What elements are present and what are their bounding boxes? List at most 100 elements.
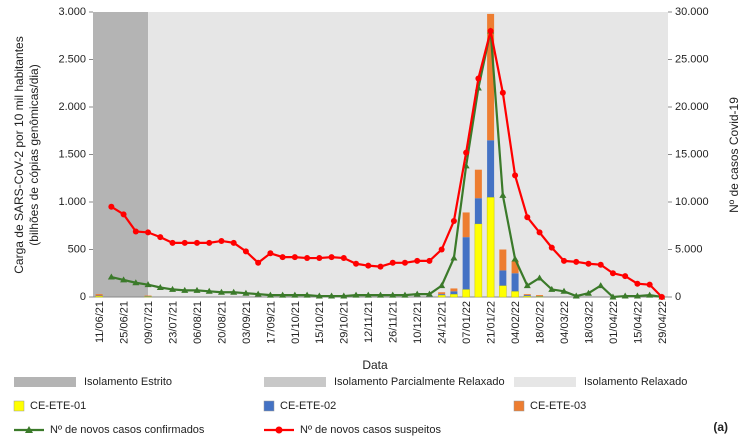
- bar: [523, 294, 531, 296]
- marker: [401, 259, 408, 266]
- marker: [548, 285, 556, 292]
- marker: [524, 214, 531, 221]
- bar: [450, 293, 458, 298]
- marker: [573, 258, 580, 265]
- legend-label: CE-ETE-02: [280, 400, 336, 412]
- marker: [181, 286, 189, 293]
- marker: [658, 294, 665, 300]
- marker: [303, 291, 311, 298]
- marker: [353, 260, 360, 267]
- marker: [107, 273, 115, 280]
- marker: [450, 254, 458, 261]
- marker: [413, 290, 421, 297]
- marker: [499, 191, 507, 198]
- marker: [365, 262, 372, 269]
- x-tick-label: 01/04/22: [608, 301, 620, 344]
- x-tick-label: 04/02/22: [510, 301, 522, 344]
- marker: [242, 289, 250, 296]
- bar: [462, 289, 470, 298]
- marker: [597, 282, 605, 289]
- marker: [621, 292, 629, 299]
- marker: [585, 260, 592, 267]
- marker: [144, 281, 152, 288]
- x-tick-label: 15/10/21: [314, 301, 326, 344]
- legend-label: Nº de novos casos confirmados: [50, 424, 205, 436]
- x-tick-label: 29/10/21: [339, 301, 351, 344]
- marker: [646, 291, 654, 298]
- bar: [536, 295, 544, 297]
- marker: [560, 287, 568, 294]
- bar: [437, 294, 446, 298]
- marker: [401, 291, 409, 298]
- line: [110, 30, 663, 298]
- marker: [328, 292, 336, 299]
- line: [111, 30, 663, 299]
- marker: [205, 287, 213, 294]
- marker: [254, 290, 262, 297]
- bar: [438, 292, 446, 295]
- bar: [511, 260, 519, 274]
- bar: [95, 294, 103, 296]
- x-tick-label: 11/06/21: [94, 301, 106, 343]
- marker: [634, 280, 641, 287]
- marker: [132, 228, 139, 235]
- marker: [609, 293, 617, 300]
- x-tick-label: 17/09/21: [265, 301, 277, 344]
- bar: [486, 197, 495, 298]
- marker: [108, 203, 115, 210]
- marker: [377, 291, 384, 298]
- y2-tick-label: 10.000: [675, 196, 709, 208]
- region: [93, 12, 149, 297]
- y-axis-title: Carga de SARS-CoV-2 por 10 mil habitante…: [12, 36, 26, 273]
- marker: [609, 270, 616, 277]
- marker: [523, 282, 531, 289]
- marker: [536, 274, 544, 281]
- x-tick-label: 01/10/21: [290, 301, 302, 344]
- y-tick-label: 500: [68, 243, 86, 255]
- marker: [487, 28, 494, 34]
- bar: [474, 198, 482, 224]
- marker: [463, 149, 470, 156]
- marker: [548, 244, 555, 251]
- marker: [499, 89, 506, 96]
- marker: [181, 239, 188, 246]
- marker: [217, 288, 225, 295]
- marker: [193, 239, 200, 246]
- marker: [633, 292, 641, 299]
- bar: [450, 291, 458, 295]
- marker: [230, 239, 237, 246]
- bar: [499, 249, 507, 271]
- marker: [291, 291, 299, 298]
- y2-tick-label: 15.000: [675, 148, 709, 160]
- bar: [523, 295, 532, 298]
- bar: [499, 270, 507, 286]
- legend-marker: [275, 426, 283, 434]
- x-tick-label: 03/09/21: [241, 301, 253, 344]
- bar: [499, 285, 507, 298]
- marker: [475, 75, 482, 82]
- legend-label: Isolamento Relaxado: [584, 376, 687, 388]
- y-tick-label: 2.000: [58, 101, 86, 113]
- y2-tick-label: 20.000: [675, 101, 709, 113]
- marker: [364, 291, 372, 298]
- y-tick-label: 3.000: [58, 6, 86, 18]
- x-tick-label: 10/12/21: [412, 301, 424, 344]
- y-axis-title: (bilhões de cópias genômicas/dia): [27, 64, 41, 245]
- marker: [389, 291, 397, 298]
- marker: [340, 255, 347, 262]
- x-tick-label: 06/08/21: [192, 301, 204, 344]
- legend-swatch: [264, 377, 326, 387]
- marker: [414, 257, 421, 264]
- marker: [622, 273, 629, 280]
- marker: [315, 292, 323, 299]
- y2-tick-label: 5.000: [675, 243, 703, 255]
- legend-label: Isolamento Estrito: [84, 376, 172, 388]
- region: [148, 12, 668, 297]
- y2-axis-title: Nº de casos Covid-19: [727, 97, 741, 213]
- marker: [328, 254, 335, 261]
- x-tick-label: 21/01/22: [486, 301, 498, 344]
- legend: Isolamento Estrito Isolamento Parcialment…: [13, 376, 687, 436]
- x-tick-label: 24/12/21: [437, 301, 449, 344]
- marker: [561, 257, 568, 264]
